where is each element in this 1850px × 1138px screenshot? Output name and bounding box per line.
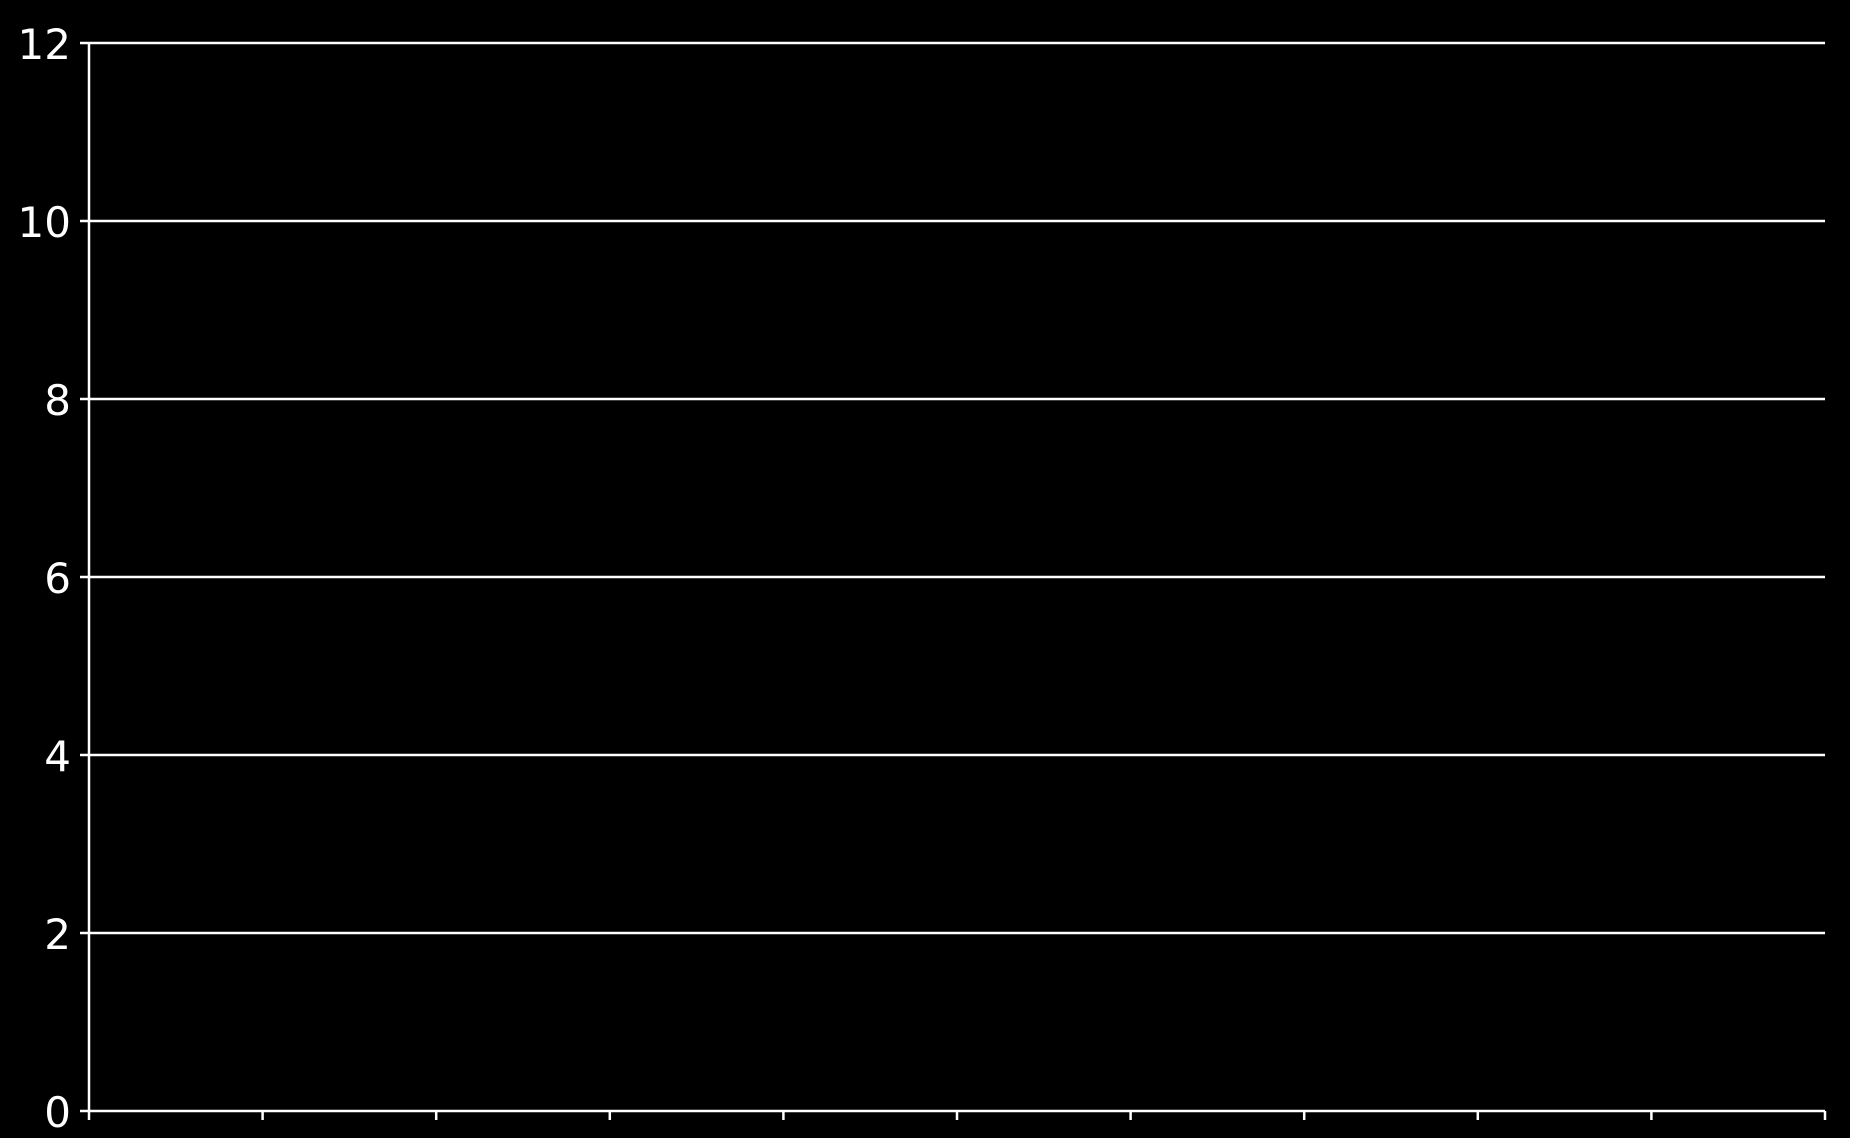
tick-marks [80,41,1827,1120]
y-tick-label: 0 [44,1088,71,1133]
y-tick-label: 8 [44,376,71,425]
tick-labels: 0 2 4 6 8 10 12 [18,20,71,1137]
grid-lines [89,41,1825,935]
y-tick-label: 4 [44,732,71,781]
y-tick-label: 10 [18,198,71,247]
y-tick-label: 2 [44,910,71,959]
y-tick-label: 12 [18,20,71,69]
y-tick-label: 6 [44,554,71,603]
